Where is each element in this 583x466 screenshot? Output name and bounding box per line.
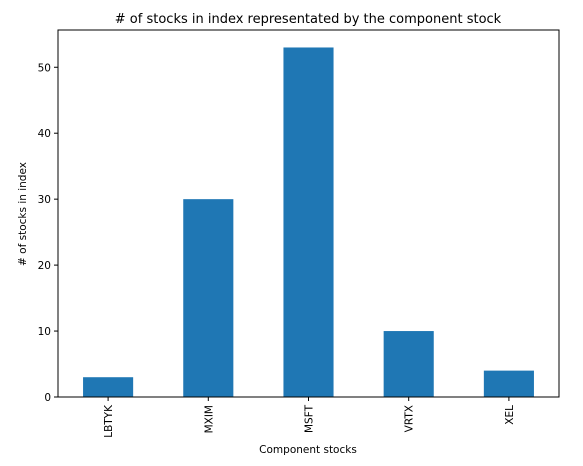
x-axis-label: Component stocks xyxy=(259,444,357,456)
y-tick-label: 20 xyxy=(38,260,51,272)
x-tick-label: MSFT xyxy=(304,404,316,433)
y-tick-label: 50 xyxy=(38,62,51,74)
x-axis-ticks: LBTYK MXIM MSFT VRTX XEL xyxy=(103,397,516,438)
y-axis-label: # of stocks in index xyxy=(17,162,29,266)
bars xyxy=(83,47,534,397)
bar-mxim xyxy=(183,199,234,397)
bar-lbtyk xyxy=(83,377,134,397)
y-tick-label: 30 xyxy=(38,194,51,206)
bar-vrtx xyxy=(383,331,434,397)
bar-xel xyxy=(483,370,534,397)
x-tick-label: VRTX xyxy=(404,405,416,432)
y-tick-label: 10 xyxy=(38,326,51,338)
x-tick-label: XEL xyxy=(504,405,516,425)
x-tick-label: LBTYK xyxy=(103,404,115,438)
chart-title: # of stocks in index representated by th… xyxy=(115,12,502,27)
plot-frame xyxy=(57,29,560,398)
y-axis-ticks: 0 10 20 30 40 50 xyxy=(38,62,58,404)
x-tick-label: MXIM xyxy=(203,405,215,433)
y-tick-label: 0 xyxy=(44,392,51,404)
bar-msft xyxy=(283,47,334,397)
y-tick-label: 40 xyxy=(38,128,51,140)
